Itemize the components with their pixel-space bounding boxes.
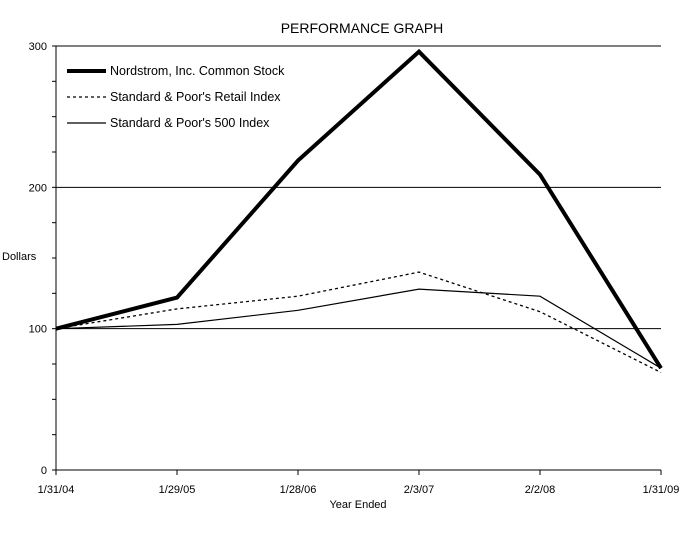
x-axis-ticks: 1/31/04 1/29/05 1/28/06 2/3/07 2/2/08 1/31/09 (38, 470, 680, 496)
y-tick-label: 200 (29, 182, 47, 194)
x-tick-label: 2/3/07 (404, 484, 435, 496)
series-lines (55, 48, 663, 374)
x-tick-label: 1/31/04 (38, 484, 75, 496)
axes (55, 46, 661, 471)
series-line-standard-poor-s-retail-index (55, 271, 662, 374)
y-tick-label: 300 (29, 41, 47, 53)
x-tick-label: 1/29/05 (159, 484, 196, 496)
y-tick-label: 100 (29, 324, 47, 336)
legend: Nordstrom, Inc. Common Stock Standard & P… (67, 64, 285, 130)
x-tick-label: 1/31/09 (643, 484, 680, 496)
x-tick-label: 1/28/06 (280, 484, 317, 496)
x-tick-label: 2/2/08 (525, 484, 556, 496)
legend-label-standard-poor-s-500-index: Standard & Poor's 500 Index (110, 116, 270, 130)
series-line-standard-poor-s-500-index (55, 288, 662, 369)
x-axis-title: Year Ended (329, 499, 386, 511)
y-tick-label: 0 (41, 465, 47, 477)
legend-label-standard-poor-s-retail-index: Standard & Poor's Retail Index (110, 90, 281, 104)
legend-label-nordstrom-inc-common-stock: Nordstrom, Inc. Common Stock (110, 64, 285, 78)
chart-title: PERFORMANCE GRAPH (281, 20, 444, 36)
y-axis-ticks: 0 100 200 300 (29, 41, 56, 477)
y-axis-title: Dollars (2, 251, 37, 263)
gridlines (56, 45, 661, 330)
series-line-nordstrom-inc-common-stock (55, 48, 663, 370)
